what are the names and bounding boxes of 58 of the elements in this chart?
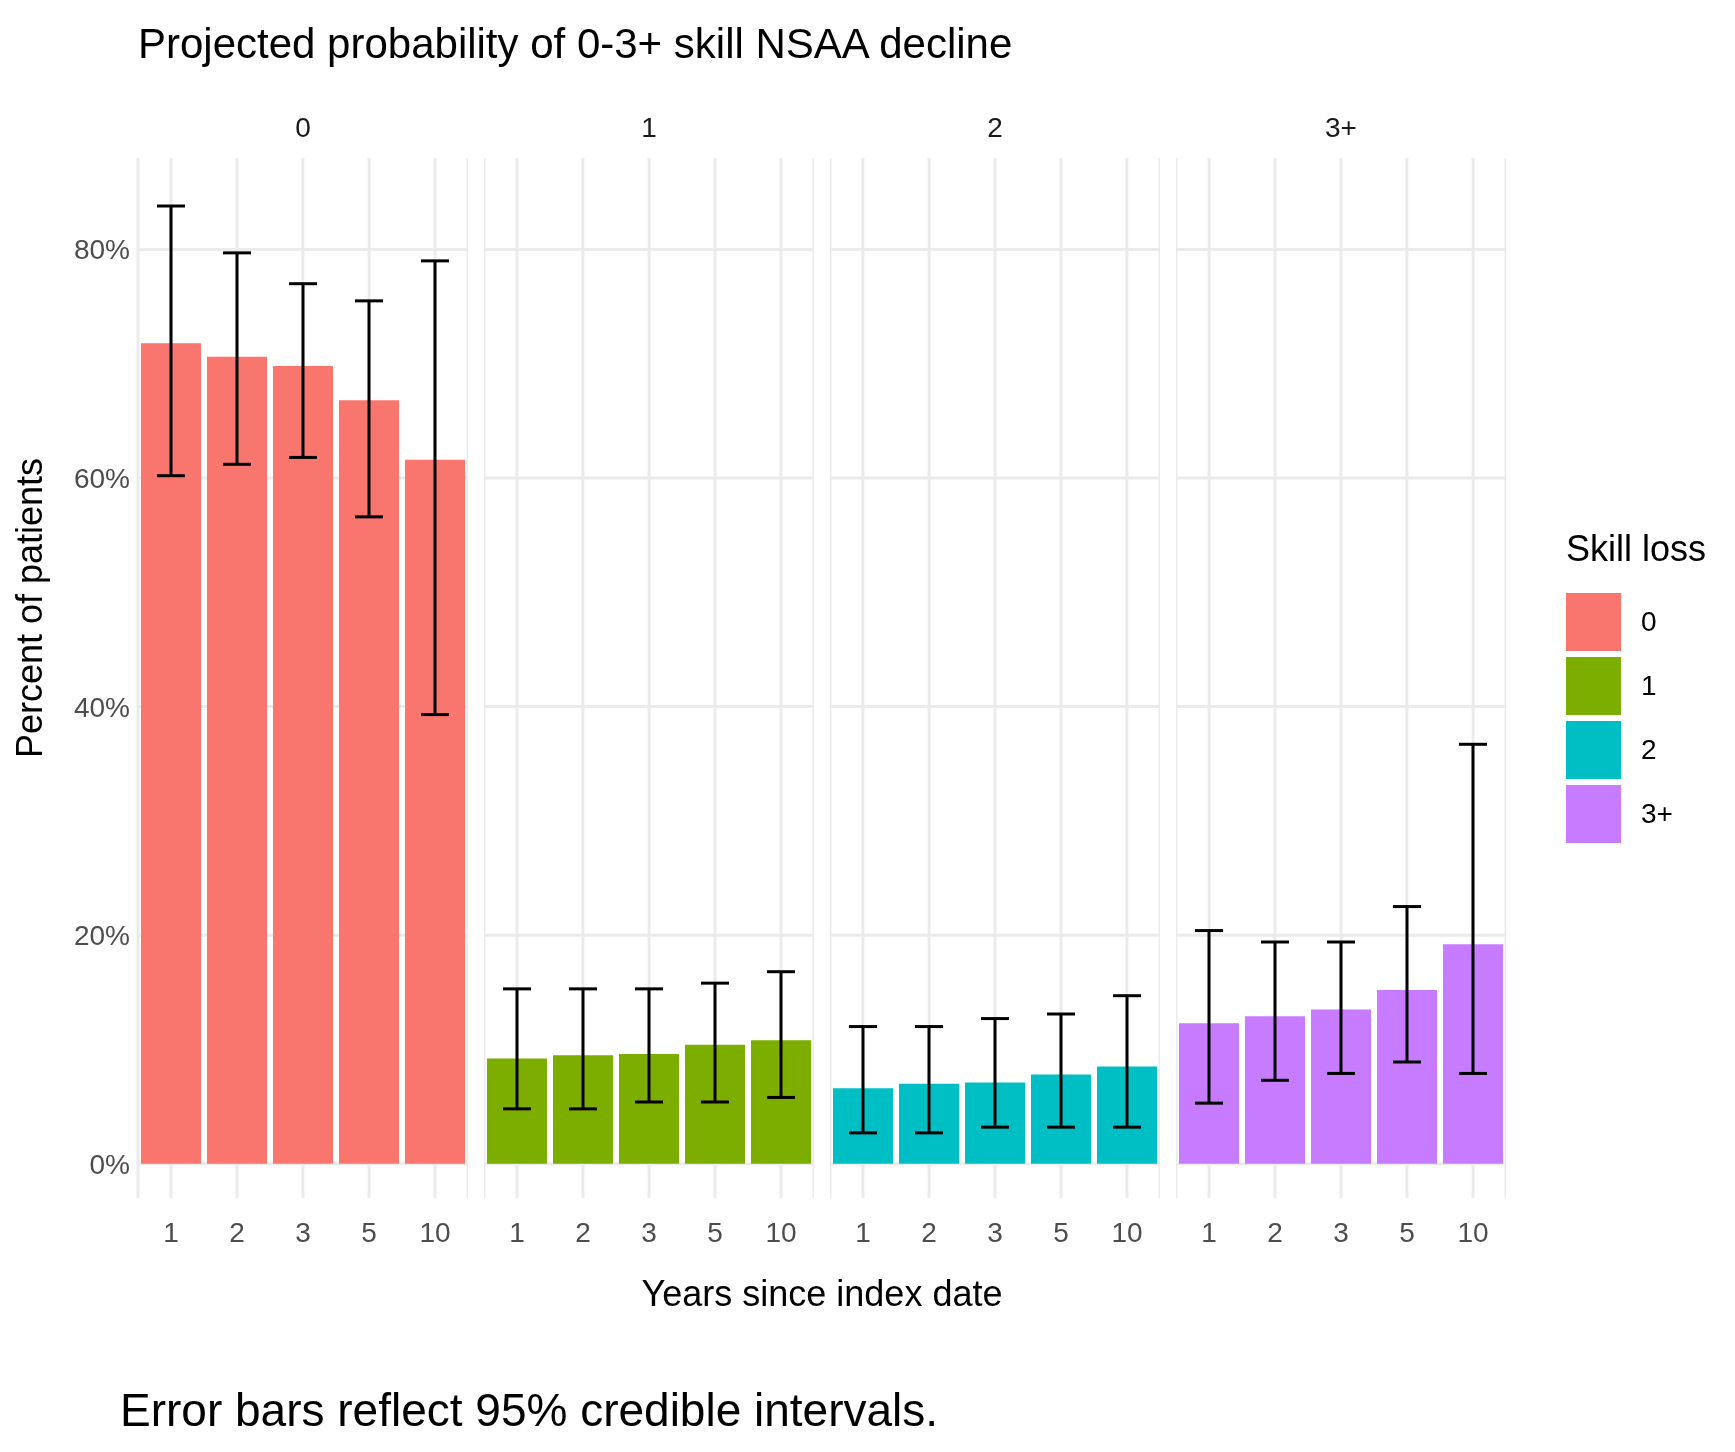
x-axis-title: Years since index date xyxy=(640,1273,1004,1315)
x-tick-label: 1 xyxy=(1201,1216,1217,1248)
bar xyxy=(685,1044,745,1164)
bar xyxy=(1377,990,1437,1164)
bar xyxy=(141,343,201,1164)
x-tick-label: 5 xyxy=(707,1216,723,1248)
text: Error bars reflect 95% credible intervals. xyxy=(120,1383,939,1437)
bar xyxy=(965,1082,1025,1164)
chart-subtitle: 3+ xyxy=(1324,111,1358,145)
bar xyxy=(619,1054,679,1164)
y-tick-label: 60% xyxy=(73,462,130,494)
x-tick-label: 3 xyxy=(1333,1216,1349,1248)
x-tick-label: 1 xyxy=(163,1216,179,1248)
y-tick-label: 20% xyxy=(73,920,130,952)
x-tick-label: 1 xyxy=(855,1216,871,1248)
bar xyxy=(207,356,267,1164)
x-tick-label: 2 xyxy=(575,1216,591,1248)
bar xyxy=(405,459,465,1164)
bar xyxy=(899,1083,959,1164)
chart-subtitle: 1 xyxy=(640,111,658,145)
bar xyxy=(833,1088,893,1164)
x-tick-label: 1 xyxy=(509,1216,525,1248)
bar xyxy=(487,1058,547,1164)
x-tick-label: 3 xyxy=(641,1216,657,1248)
y-tick-label: 80% xyxy=(73,234,130,266)
x-tick-label: 10 xyxy=(1457,1216,1489,1248)
bar xyxy=(751,1040,811,1164)
y-axis-title: Percent of patients xyxy=(9,457,51,759)
x-tick-label: 10 xyxy=(419,1216,451,1248)
bar xyxy=(1179,1023,1239,1164)
y-tick-label: 0% xyxy=(89,1148,130,1180)
x-tick-label: 5 xyxy=(361,1216,377,1248)
x-tick-label: 5 xyxy=(1053,1216,1069,1248)
bar xyxy=(1245,1016,1305,1164)
x-tick-label: 5 xyxy=(1399,1216,1415,1248)
legend-label: 3+ xyxy=(1641,798,1673,830)
y-tick-label: 40% xyxy=(73,691,130,723)
legend-title: Skill loss xyxy=(1566,528,1707,570)
bar xyxy=(1097,1066,1157,1164)
bar xyxy=(553,1055,613,1164)
chart-subtitle: 0 xyxy=(294,111,312,145)
bar xyxy=(339,400,399,1164)
chart-subtitle: 2 xyxy=(986,111,1004,145)
bar xyxy=(273,366,333,1164)
x-tick-label: 3 xyxy=(987,1216,1003,1248)
x-tick-label: 3 xyxy=(295,1216,311,1248)
legend-label: 2 xyxy=(1641,734,1657,766)
text: Projected probability of 0-3+ skill NSAA decline xyxy=(138,20,1013,68)
x-tick-label: 2 xyxy=(921,1216,937,1248)
x-tick-label: 10 xyxy=(1111,1216,1143,1248)
legend-label: 1 xyxy=(1641,670,1657,702)
x-tick-label: 10 xyxy=(765,1216,797,1248)
bar xyxy=(1443,944,1503,1164)
legend-label: 0 xyxy=(1641,606,1657,638)
x-tick-label: 2 xyxy=(229,1216,245,1248)
bar xyxy=(1311,1009,1371,1164)
x-tick-label: 2 xyxy=(1267,1216,1283,1248)
bar xyxy=(1031,1074,1091,1164)
